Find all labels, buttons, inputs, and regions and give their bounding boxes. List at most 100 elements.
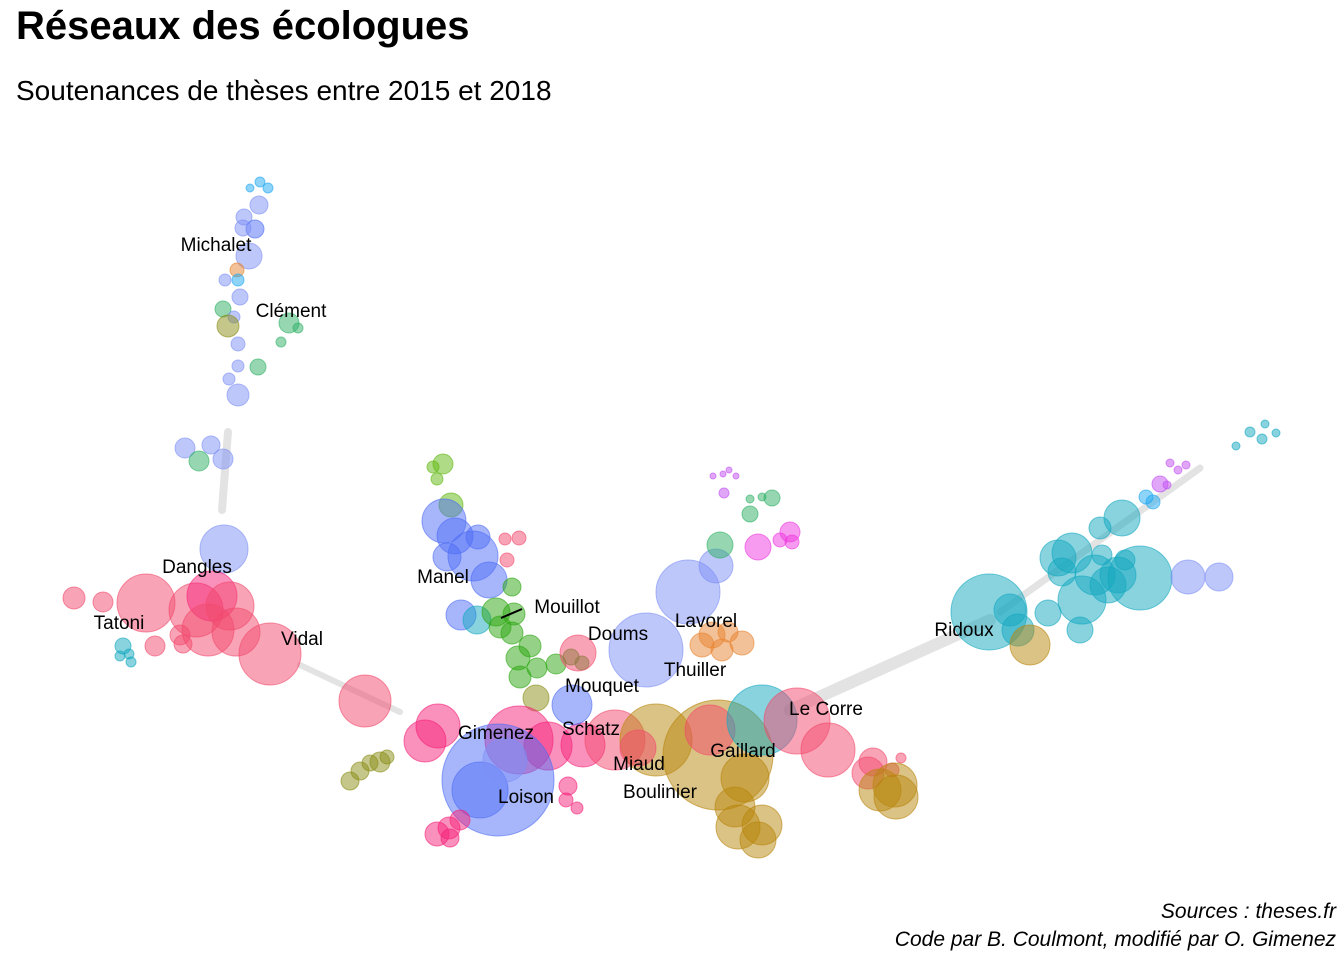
node xyxy=(551,684,593,726)
node xyxy=(212,448,234,470)
node xyxy=(511,530,527,546)
node xyxy=(1170,559,1206,595)
node xyxy=(1034,599,1062,627)
node xyxy=(1009,624,1051,666)
node xyxy=(710,638,734,662)
node xyxy=(231,273,245,287)
label-gimenez: Gimenez xyxy=(458,723,534,744)
node xyxy=(757,492,767,502)
node xyxy=(784,534,800,550)
caption-credit: Code par B. Coulmont, modifié par O. Gim… xyxy=(894,928,1336,951)
node xyxy=(231,359,245,373)
edge xyxy=(784,614,996,716)
node xyxy=(873,774,919,820)
label-thuiller: Thuiller xyxy=(664,660,727,681)
node xyxy=(173,634,193,654)
label-le-corre: Le Corre xyxy=(789,699,863,720)
node xyxy=(125,656,137,668)
node xyxy=(725,466,733,474)
node xyxy=(608,612,684,688)
node xyxy=(732,472,740,480)
node xyxy=(499,552,515,568)
node xyxy=(1165,458,1175,468)
node xyxy=(470,561,508,599)
node xyxy=(763,489,781,507)
label-manel: Manel xyxy=(417,567,469,588)
node xyxy=(92,591,114,613)
node xyxy=(426,460,440,474)
node xyxy=(619,729,657,767)
node xyxy=(1231,441,1241,451)
mouillot-leader-line xyxy=(500,608,523,619)
node xyxy=(1145,494,1161,510)
label-boulinier: Boulinier xyxy=(623,782,698,803)
node xyxy=(1091,544,1113,566)
node xyxy=(558,792,574,808)
node xyxy=(222,372,236,386)
node xyxy=(249,358,267,376)
node xyxy=(745,494,755,504)
label-lavorel: Lavorel xyxy=(675,611,737,632)
node xyxy=(231,288,249,306)
node xyxy=(216,314,240,338)
node xyxy=(430,472,444,486)
node xyxy=(482,737,528,783)
label-mouquet: Mouquet xyxy=(565,676,640,697)
node xyxy=(744,533,772,561)
node xyxy=(508,665,532,689)
label-ridoux: Ridoux xyxy=(934,620,994,641)
node xyxy=(238,622,302,686)
node xyxy=(706,531,734,559)
node xyxy=(218,273,232,287)
node xyxy=(340,771,360,791)
node xyxy=(689,632,715,658)
node xyxy=(114,650,126,662)
caption-source: Sources : theses.fr xyxy=(1160,900,1336,923)
node xyxy=(895,752,907,764)
node xyxy=(502,577,522,597)
label-miaud: Miaud xyxy=(613,754,665,775)
node-labels: Michalet Clément Dangles Tatoni Vidal Ma… xyxy=(94,235,994,808)
node xyxy=(1256,433,1268,445)
node xyxy=(1204,562,1234,592)
node xyxy=(144,635,166,657)
node xyxy=(1181,460,1191,470)
node xyxy=(249,195,269,215)
chart-title: Réseaux des écologues xyxy=(16,4,470,48)
label-michalet: Michalet xyxy=(181,235,252,256)
edge xyxy=(996,464,1204,616)
node xyxy=(559,634,597,672)
label-schatz: Schatz xyxy=(562,719,620,740)
node xyxy=(558,776,578,796)
node xyxy=(201,435,221,455)
node xyxy=(709,472,717,480)
node xyxy=(245,183,255,193)
edge xyxy=(218,428,232,514)
node xyxy=(800,722,856,778)
node xyxy=(174,437,196,459)
label-mouillot: Mouillot xyxy=(534,597,600,618)
node xyxy=(234,219,252,237)
node xyxy=(230,336,246,352)
node xyxy=(440,828,460,848)
label-loison: Loison xyxy=(498,787,554,808)
node xyxy=(199,524,249,574)
node xyxy=(403,719,447,763)
node xyxy=(1162,480,1172,490)
node xyxy=(1244,426,1256,438)
node xyxy=(1173,465,1183,475)
node xyxy=(262,182,274,194)
network-nodes xyxy=(62,176,1281,859)
node xyxy=(1260,419,1270,429)
label-dangles: Dangles xyxy=(162,557,232,578)
node xyxy=(292,322,304,334)
node xyxy=(500,621,524,645)
node xyxy=(275,336,287,348)
node xyxy=(226,383,250,407)
node xyxy=(254,176,266,188)
node xyxy=(498,532,512,546)
node xyxy=(1107,545,1173,611)
node xyxy=(729,630,755,656)
label-doums: Doums xyxy=(588,624,648,645)
